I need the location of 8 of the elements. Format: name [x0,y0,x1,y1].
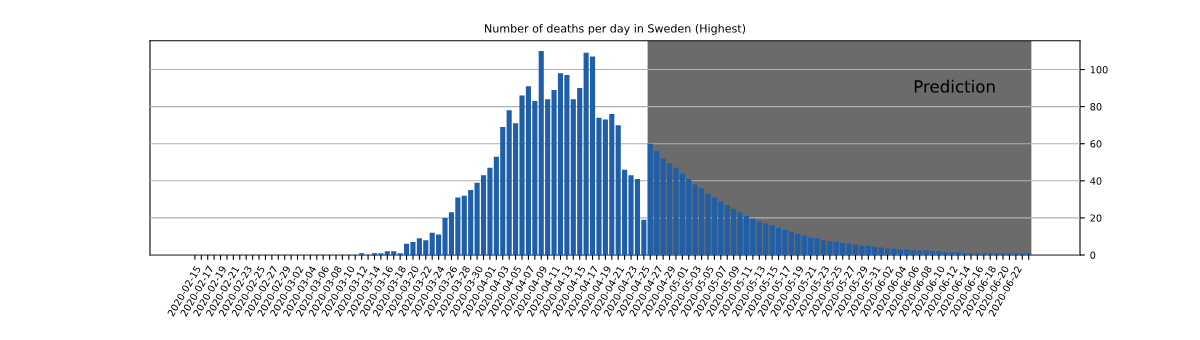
band-label: Prediction [914,79,995,93]
y-tick-label: 100 [1090,66,1108,74]
chart-title: Number of deaths per day in Sweden (Highest) [485,24,746,35]
y-tick-label: 80 [1090,103,1102,111]
y-tick-label: 0 [1090,251,1096,259]
y-tick-label: 40 [1090,177,1102,185]
y-tick-label: 20 [1090,214,1102,222]
y-tick-label: 60 [1090,140,1102,148]
